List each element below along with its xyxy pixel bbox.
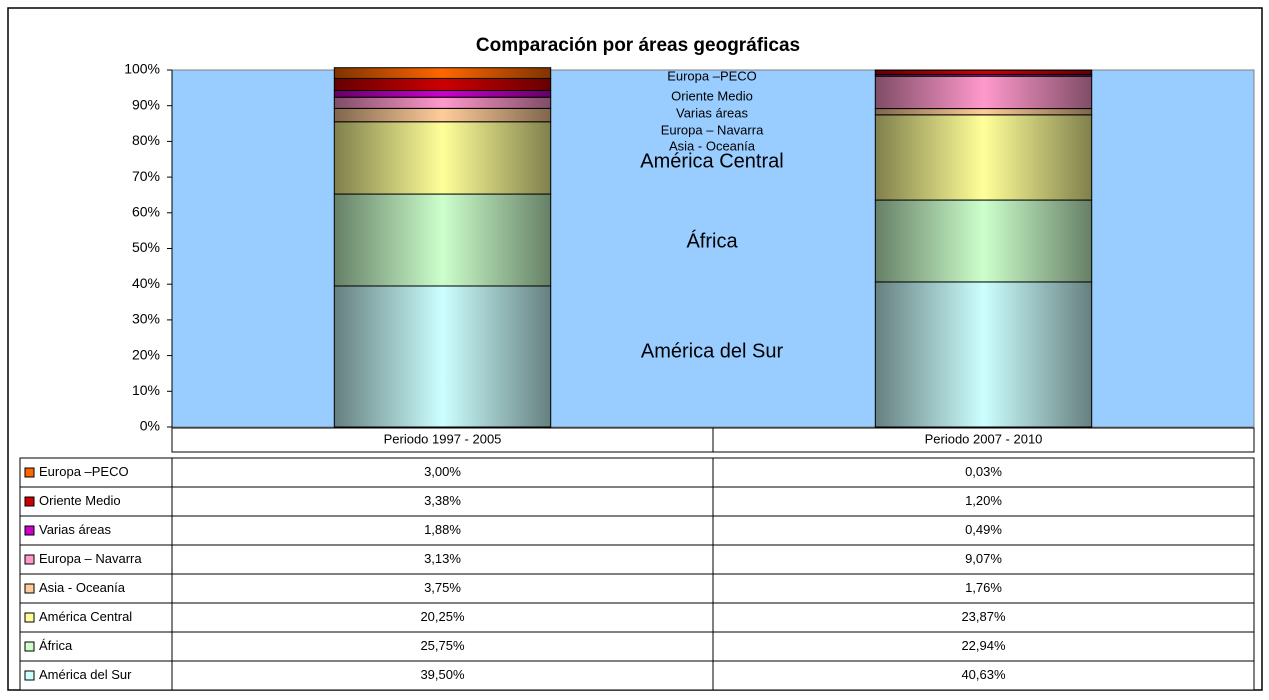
y-tick-label: 30% — [132, 311, 160, 327]
legend-label: Europa – Navarra — [39, 551, 142, 566]
legend-swatch — [25, 468, 34, 477]
bar-shade — [875, 115, 1091, 200]
bar-shade — [334, 90, 550, 97]
bar-shade — [875, 200, 1091, 282]
legend-swatch — [25, 555, 34, 564]
data-label: 3,75% — [424, 580, 461, 595]
y-tick-label: 70% — [132, 168, 160, 184]
legend-swatch — [25, 584, 34, 593]
y-tick-label: 90% — [132, 96, 160, 112]
annotation: Oriente Medio — [671, 88, 753, 103]
legend-label: Varias áreas — [39, 522, 112, 537]
legend-swatch — [25, 671, 34, 680]
x-tick-label: Periodo 1997 - 2005 — [384, 431, 502, 446]
data-label: 25,75% — [420, 638, 465, 653]
annotation: Europa –PECO — [667, 68, 757, 83]
legend-label: América del Sur — [39, 667, 132, 682]
data-label: 39,50% — [420, 667, 465, 682]
bar-shade — [334, 78, 550, 90]
data-label: 0,49% — [965, 522, 1002, 537]
data-label: 23,87% — [961, 609, 1006, 624]
y-tick-label: 40% — [132, 275, 160, 291]
data-label: 1,76% — [965, 580, 1002, 595]
data-label: 22,94% — [961, 638, 1006, 653]
data-label: 3,00% — [424, 464, 461, 479]
bar-shade — [334, 68, 550, 79]
annotation: América del Sur — [641, 340, 784, 362]
bar-shade — [334, 97, 550, 108]
bar-shade — [334, 194, 550, 286]
data-label: 9,07% — [965, 551, 1002, 566]
y-tick-label: 60% — [132, 204, 160, 220]
bar-shade — [875, 70, 1091, 74]
legend-swatch — [25, 642, 34, 651]
x-tick-label: Periodo 2007 - 2010 — [925, 431, 1043, 446]
bar-shade — [875, 282, 1091, 427]
bar-shade — [875, 109, 1091, 115]
y-tick-label: 20% — [132, 346, 160, 362]
legend-swatch — [25, 526, 34, 535]
bar-shade — [334, 286, 550, 427]
y-tick-label: 50% — [132, 239, 160, 255]
data-label: 20,25% — [420, 609, 465, 624]
y-tick-label: 80% — [132, 132, 160, 148]
y-tick-label: 0% — [140, 418, 160, 434]
annotation: América Central — [640, 150, 783, 172]
legend-swatch — [25, 497, 34, 506]
data-label: 0,03% — [965, 464, 1002, 479]
legend-label: Oriente Medio — [39, 493, 121, 508]
bar-shade — [334, 122, 550, 194]
data-label: 40,63% — [961, 667, 1006, 682]
data-label: 3,13% — [424, 551, 461, 566]
legend-label: Europa –PECO — [39, 464, 129, 479]
legend-label: América Central — [39, 609, 132, 624]
data-table: Periodo 1997 - 2005 Periodo 2007 - 2010 Eu… — [20, 428, 1254, 690]
annotation: Varias áreas — [676, 105, 749, 120]
bar-shade — [875, 76, 1091, 108]
y-tick-label: 100% — [124, 61, 160, 77]
legend-label: Asia - Oceanía — [39, 580, 126, 595]
data-label: 1,20% — [965, 493, 1002, 508]
bar-shade — [334, 108, 550, 121]
y-tick-label: 10% — [132, 382, 160, 398]
legend-swatch — [25, 613, 34, 622]
legend-label: África — [39, 638, 73, 653]
data-label: 1,88% — [424, 522, 461, 537]
annotation: África — [686, 229, 738, 252]
annotation: Europa – Navarra — [661, 122, 764, 137]
data-label: 3,38% — [424, 493, 461, 508]
chart-title: Comparación por áreas geográficas — [476, 35, 800, 56]
